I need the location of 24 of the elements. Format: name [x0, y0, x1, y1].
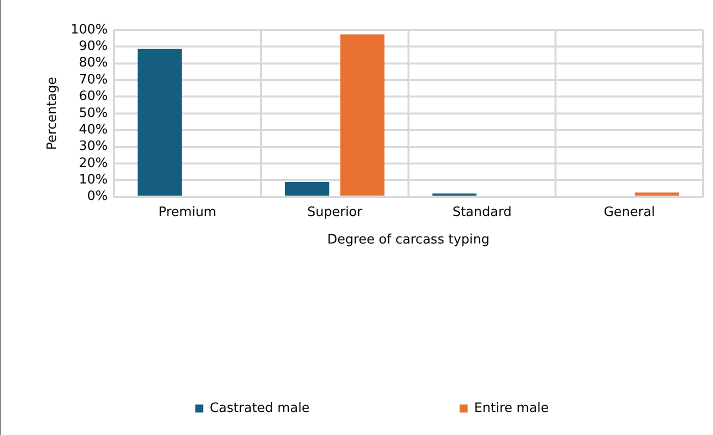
- bar: [340, 34, 384, 196]
- x-tick-label: Superior: [307, 204, 363, 220]
- legend-label: Castrated male: [210, 400, 310, 416]
- y-tick-label: 90%: [78, 39, 108, 54]
- bar: [138, 48, 182, 196]
- bar: [432, 193, 477, 196]
- y-tick-label: 40%: [78, 122, 108, 138]
- x-tick-label: General: [604, 204, 655, 220]
- y-tick-label: 50%: [78, 106, 108, 121]
- bar: [285, 182, 330, 196]
- y-tick-label: 70%: [78, 72, 108, 88]
- x-tick-label: Standard: [452, 204, 512, 220]
- y-tick-label: 10%: [78, 172, 108, 188]
- y-tick-label: 60%: [78, 89, 108, 104]
- y-axis-title: Percentage: [45, 76, 60, 150]
- y-tick-label: 20%: [78, 156, 108, 171]
- legend-label: Entire male: [474, 400, 549, 416]
- y-tick-label: 100%: [70, 22, 108, 38]
- y-tick-label: 80%: [78, 56, 108, 71]
- x-tick-label: Premium: [158, 204, 216, 220]
- x-axis-title: Degree of carcass typing: [327, 232, 490, 248]
- bar: [634, 192, 680, 196]
- y-tick-label: 0%: [87, 189, 108, 204]
- y-tick-label: 30%: [78, 139, 108, 154]
